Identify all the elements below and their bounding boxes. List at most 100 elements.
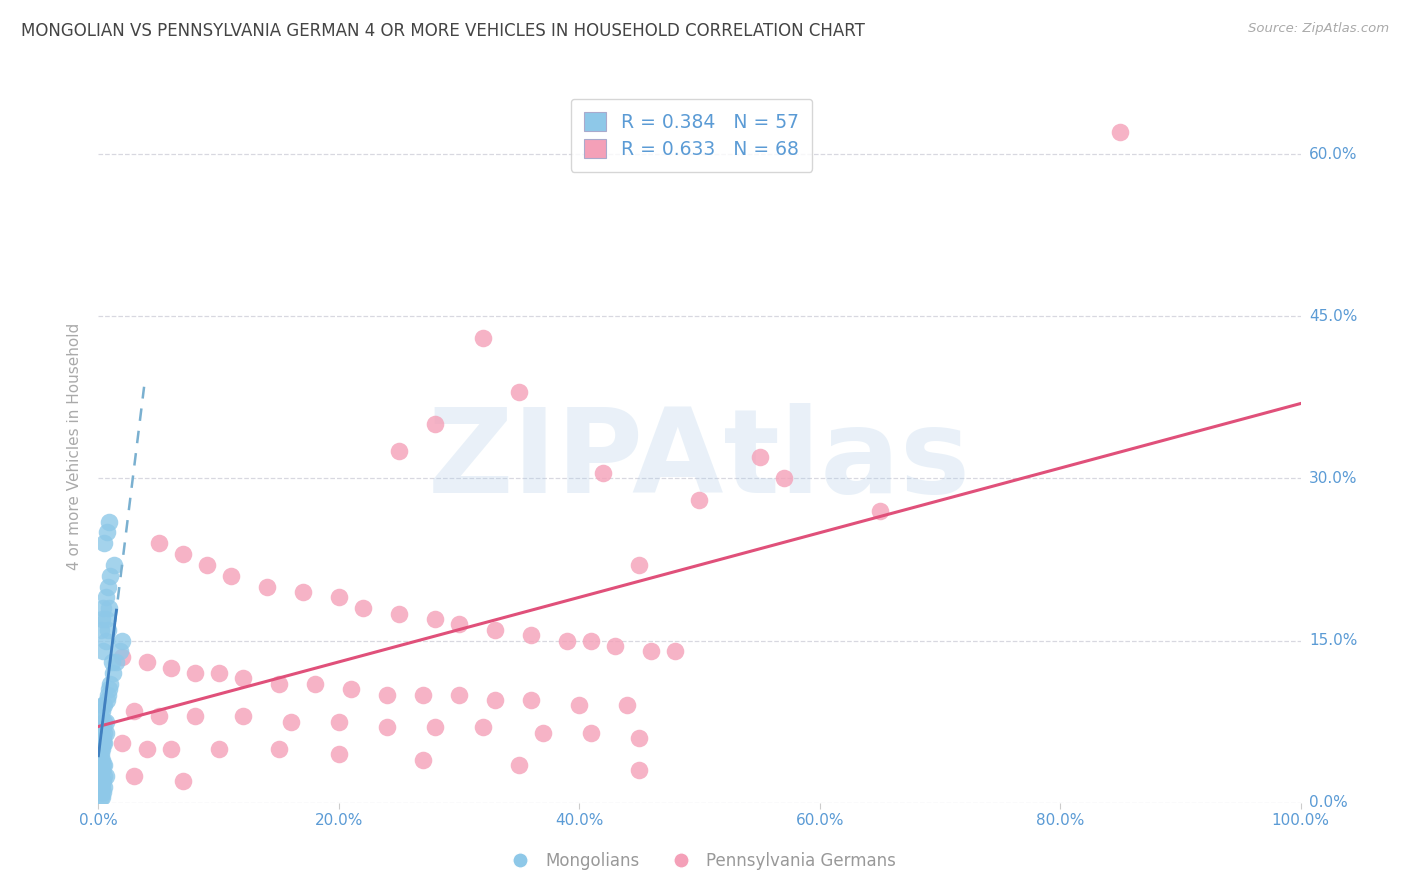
Point (423, 612, 446, 626)
Point (124, 769, 146, 783)
Point (91, 698, 114, 713)
Point (93, 714, 115, 729)
Point (135, 741, 157, 756)
Text: 45.0%: 45.0% (1309, 309, 1357, 324)
Text: 15.0%: 15.0% (1309, 633, 1357, 648)
Point (195, 558, 218, 572)
Point (91, 774, 114, 789)
Point (97, 623, 120, 637)
Point (111, 736, 134, 750)
Point (568, 698, 591, 713)
Point (103, 558, 125, 572)
Point (91, 790, 114, 805)
Point (100, 655, 122, 669)
Point (91, 741, 114, 756)
Point (508, 758, 530, 772)
Point (91, 758, 114, 772)
Point (581, 725, 603, 739)
Point (91, 753, 114, 767)
Point (159, 660, 181, 674)
Point (91, 731, 114, 745)
Point (96, 525, 118, 540)
Point (91, 774, 114, 789)
Point (412, 688, 434, 702)
Point (90, 790, 112, 805)
Text: Source: ZipAtlas.com: Source: ZipAtlas.com (1249, 22, 1389, 36)
Point (304, 677, 326, 691)
Point (520, 693, 543, 707)
Point (423, 720, 446, 734)
Point (93, 780, 115, 794)
Point (94, 591, 117, 605)
Point (97, 688, 120, 702)
Point (97, 580, 120, 594)
Text: 0.0%: 0.0% (1309, 796, 1347, 810)
Point (91, 785, 114, 799)
Point (388, 444, 411, 458)
Point (98, 682, 121, 697)
Point (605, 639, 627, 653)
Point (484, 693, 506, 707)
Point (531, 725, 554, 739)
Point (208, 741, 231, 756)
Point (592, 466, 614, 480)
Point (90, 623, 112, 637)
Point (91, 720, 114, 734)
Point (135, 655, 157, 669)
Point (352, 601, 374, 615)
Point (148, 536, 170, 550)
Point (90, 709, 112, 723)
Point (640, 644, 662, 658)
Point (94, 633, 117, 648)
Point (111, 633, 134, 648)
Point (100, 568, 122, 582)
Point (91, 731, 114, 745)
Point (94, 714, 117, 729)
Point (581, 633, 603, 648)
Point (748, 450, 770, 464)
Point (93, 698, 115, 713)
Point (447, 617, 470, 632)
Point (267, 677, 290, 691)
Point (91, 644, 114, 658)
Point (93, 769, 115, 783)
Point (256, 580, 278, 594)
Point (688, 493, 710, 508)
Point (148, 709, 170, 723)
Point (628, 764, 651, 778)
Point (628, 731, 651, 745)
Point (616, 698, 638, 713)
Point (219, 568, 242, 582)
Point (94, 612, 117, 626)
Point (93, 536, 115, 550)
Point (232, 709, 254, 723)
Point (93, 725, 115, 739)
Point (91, 612, 114, 626)
Point (508, 384, 530, 399)
Point (208, 666, 231, 681)
Point (91, 764, 114, 778)
Point (91, 704, 114, 718)
Point (328, 747, 350, 761)
Point (472, 720, 495, 734)
Point (664, 644, 686, 658)
Point (1109, 125, 1132, 139)
Point (100, 677, 122, 691)
Point (91, 720, 114, 734)
Point (267, 741, 290, 756)
Point (91, 601, 114, 615)
Point (93, 758, 115, 772)
Point (375, 688, 398, 702)
Point (232, 672, 254, 686)
Y-axis label: 4 or more Vehicles in Household: 4 or more Vehicles in Household (67, 322, 83, 570)
Point (124, 704, 146, 718)
Point (91, 780, 114, 794)
Point (105, 655, 128, 669)
Point (98, 601, 121, 615)
Point (628, 558, 651, 572)
Point (423, 417, 446, 432)
Point (291, 585, 314, 599)
Text: 30.0%: 30.0% (1309, 471, 1357, 486)
Point (280, 714, 302, 729)
Point (94, 725, 117, 739)
